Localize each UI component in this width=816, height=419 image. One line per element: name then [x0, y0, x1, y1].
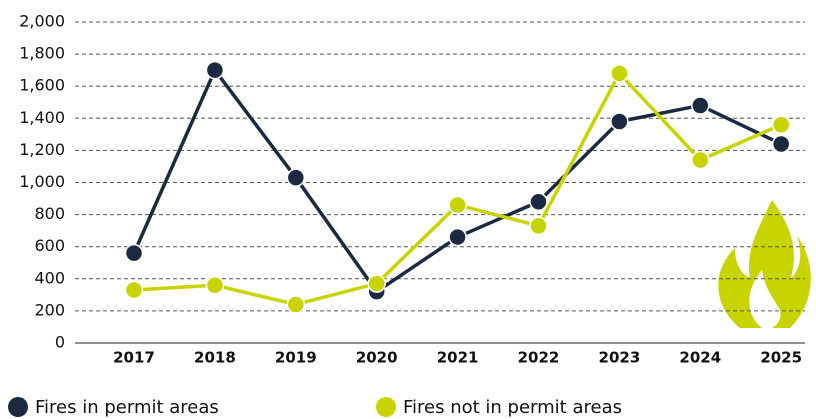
- x-tick-label: 2018: [194, 349, 236, 367]
- y-tick-label: 200: [34, 300, 65, 319]
- data-point: [124, 243, 144, 263]
- data-point: [610, 64, 629, 83]
- series-line: [132, 68, 782, 294]
- data-point: [610, 112, 629, 131]
- data-point: [124, 280, 144, 300]
- x-tick-label: 2017: [113, 349, 155, 367]
- data-point: [448, 195, 467, 215]
- data-point: [205, 60, 225, 80]
- y-tick-label: 0: [55, 333, 65, 352]
- legend-marker: [376, 397, 396, 417]
- y-tick-label: 1,800: [19, 44, 65, 63]
- y-tick-label: 400: [34, 268, 65, 287]
- legend-label: Fires in permit areas: [35, 397, 219, 418]
- data-point: [771, 134, 791, 154]
- data-point: [367, 274, 386, 293]
- y-tick-label: 2,000: [19, 12, 65, 31]
- data-point: [286, 168, 306, 187]
- y-tick-label: 1,600: [19, 76, 65, 95]
- x-tick-label: 2025: [760, 349, 802, 367]
- y-tick-label: 600: [34, 236, 65, 255]
- y-tick-label: 800: [34, 204, 65, 223]
- data-point: [205, 275, 225, 295]
- x-tick-label: 2020: [356, 349, 398, 367]
- x-tick-label: 2021: [437, 349, 479, 367]
- legend-marker: [8, 397, 28, 417]
- legend-label: Fires not in permit areas: [403, 397, 622, 418]
- x-tick-label: 2019: [275, 349, 317, 367]
- data-point: [286, 295, 306, 314]
- x-tick-label: 2022: [518, 349, 560, 367]
- x-tick-label: 2023: [599, 349, 641, 367]
- x-tick-label: 2024: [679, 349, 721, 367]
- data-point: [529, 192, 548, 212]
- data-point: [691, 96, 710, 115]
- data-point: [529, 216, 548, 236]
- y-tick-label: 1,200: [19, 140, 65, 159]
- flame-icon: [718, 200, 811, 328]
- y-tick-label: 1,400: [19, 108, 65, 127]
- data-point: [448, 227, 467, 247]
- y-tick-label: 1,000: [19, 172, 65, 191]
- data-point: [691, 150, 710, 170]
- data-point: [771, 115, 791, 134]
